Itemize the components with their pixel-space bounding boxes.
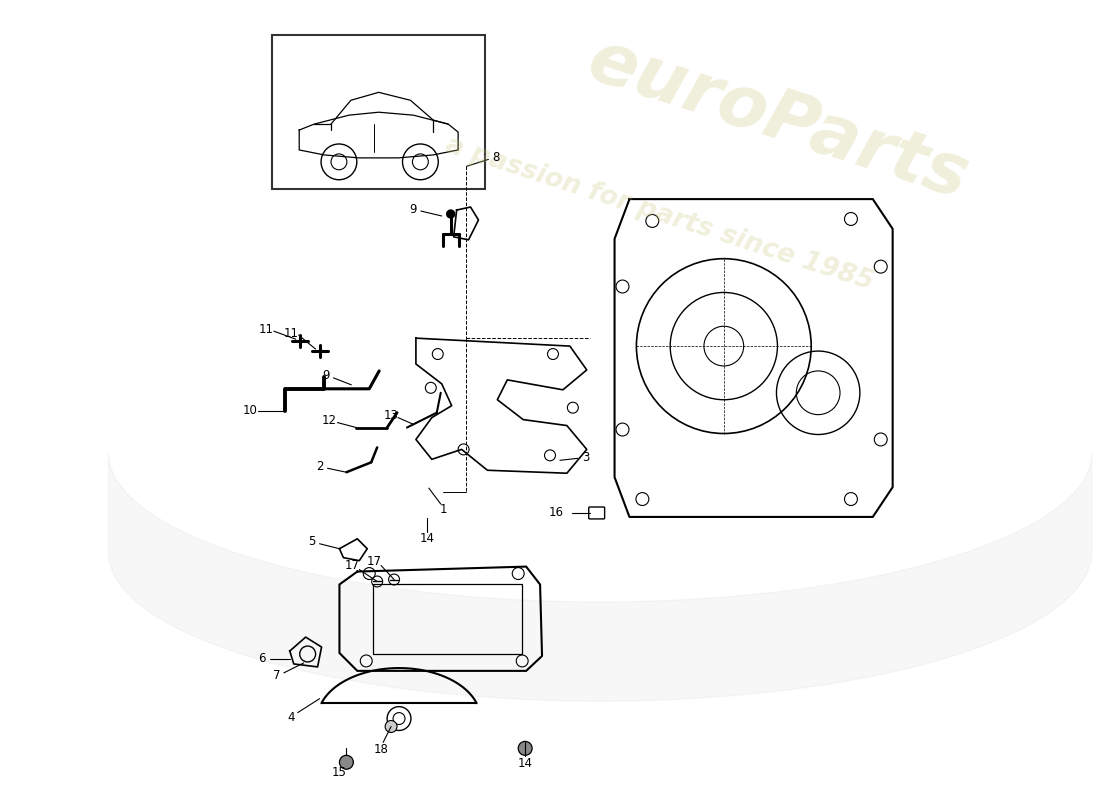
Text: 15: 15 [332,766,346,778]
Text: 17: 17 [345,559,360,572]
Text: 7: 7 [273,670,280,682]
Text: 9: 9 [322,370,329,382]
Text: 3: 3 [582,451,590,464]
Bar [272,35,485,189]
Text: 1: 1 [440,503,448,517]
Text: 18: 18 [374,743,388,756]
Text: 11: 11 [284,326,298,340]
Circle shape [518,742,532,755]
Text: 12: 12 [322,414,337,427]
Circle shape [340,755,353,770]
Text: a passion for parts since 1985: a passion for parts since 1985 [442,132,877,296]
Text: 14: 14 [419,532,435,546]
Text: 4: 4 [287,711,295,724]
Text: 10: 10 [243,404,257,417]
Text: euroParts: euroParts [580,26,978,214]
Text: 16: 16 [549,506,564,519]
Text: 8: 8 [493,151,500,164]
Text: 11: 11 [258,322,274,336]
Text: 14: 14 [518,757,532,770]
Text: 13: 13 [384,409,398,422]
Text: 5: 5 [308,535,316,548]
Text: 9: 9 [409,202,417,215]
Circle shape [447,210,454,218]
Text: 6: 6 [258,653,266,666]
Bar [373,585,522,654]
Circle shape [385,721,397,733]
Text: 2: 2 [316,460,323,473]
Text: 17: 17 [366,555,382,568]
